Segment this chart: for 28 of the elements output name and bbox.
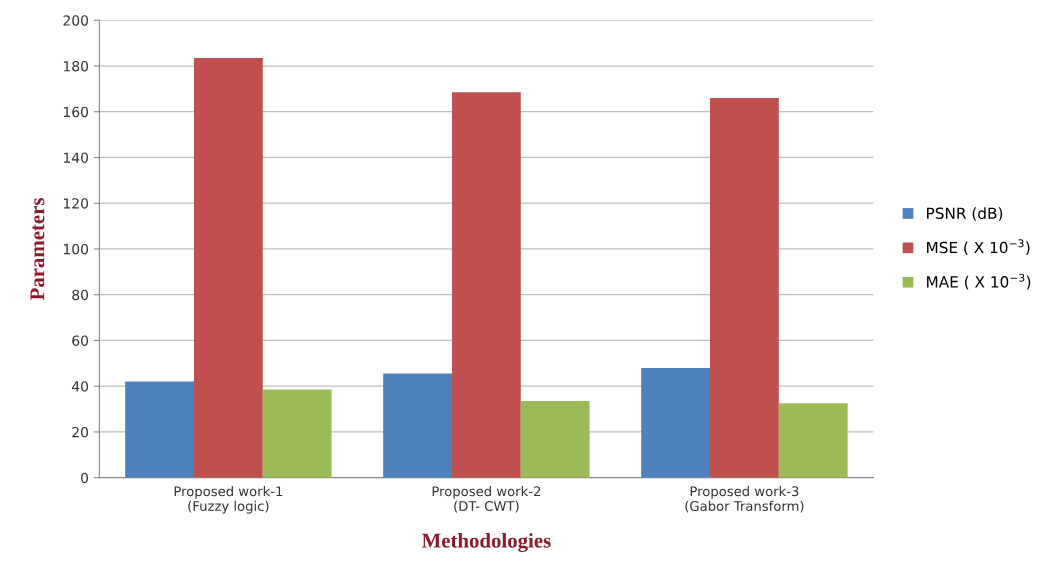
bar [778,403,848,478]
y-tick-label: 200 [63,15,89,26]
legend-label: PSNR (dB) [927,207,1003,221]
bar [193,58,263,478]
bar [262,389,332,478]
legend-label: MAE ( X 10$^{−3}$) [927,273,1031,290]
y-tick-label: 100 [63,243,89,255]
bar [520,401,590,478]
bar [451,92,521,478]
y-tick-label: 140 [63,152,89,163]
y-axis-title: Parameters [30,198,45,301]
legend-label: MSE ( X 10$^{−3}$) [927,239,1030,256]
y-tick-label: 160 [63,106,89,118]
y-tick-label: 0 [81,472,89,484]
x-tick-label: Proposed work-3 (Gabor Transform) [685,486,804,513]
bar [641,367,710,478]
x-tick-label: Proposed work-1 (Fuzzy logic) [174,486,283,514]
bar [125,381,194,478]
x-axis-title: Methodologies [421,533,551,553]
y-tick-label: 120 [63,198,89,209]
y-tick-label: 40 [71,381,89,392]
y-tick-label: 80 [72,289,89,301]
y-tick-label: 180 [63,60,89,72]
x-tick-label: Proposed work-2 (DT- CWT) [432,486,541,513]
y-tick-label: 20 [72,426,89,438]
bar [710,98,779,478]
y-tick-label: 60 [72,335,89,346]
bar [383,373,452,478]
